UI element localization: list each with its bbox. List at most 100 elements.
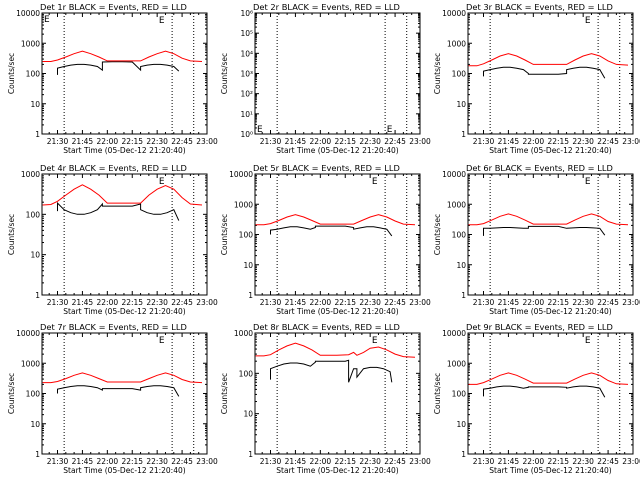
x-tick-label: 22:30 xyxy=(572,298,594,307)
plot-frame xyxy=(467,332,634,455)
y-tick-label: 1000 xyxy=(234,329,253,338)
y-axis-label: Counts/sec xyxy=(220,214,229,255)
x-tick-label: 22:45 xyxy=(171,298,193,307)
y-tick-label: 1 xyxy=(35,291,40,300)
events-series-line xyxy=(483,66,606,79)
y-tick-label: 1000 xyxy=(21,39,40,48)
x-tick-label: 22:45 xyxy=(597,137,619,146)
x-tick-label: 23:00 xyxy=(196,457,218,466)
y-tick-label: 10¹ xyxy=(240,110,253,119)
x-tick-label: 22:00 xyxy=(310,298,332,307)
x-tick-label: 21:45 xyxy=(498,137,520,146)
events-series-line xyxy=(57,61,180,75)
x-tick-label: 22:00 xyxy=(523,457,545,466)
y-tick-label: 10⁰ xyxy=(240,130,253,139)
chart-panel-8: Det 8r BLACK = Events, RED = LLD 1 10 100 10… xyxy=(220,322,431,475)
plot-frame xyxy=(254,173,421,296)
x-tick-label: 22:30 xyxy=(146,457,168,466)
chart-title: Det 1r BLACK = Events, RED = LLD xyxy=(40,2,187,12)
x-tick-label: 22:15 xyxy=(121,137,143,146)
y-tick-label: 10 xyxy=(456,420,466,429)
y-tick-label: 1000 xyxy=(234,200,253,209)
y-tick-label: 10³ xyxy=(240,70,253,79)
x-tick-label: 22:00 xyxy=(523,137,545,146)
x-axis-label: Start Time (05-Dec-12 21:20:40) xyxy=(63,146,185,155)
x-tick-label: 23:00 xyxy=(196,298,218,307)
y-tick-label: 1000 xyxy=(21,359,40,368)
x-tick-label: 21:45 xyxy=(285,457,307,466)
y-tick-label: 1 xyxy=(248,291,253,300)
event-marker-label: E xyxy=(159,16,165,26)
x-tick-label: 22:30 xyxy=(146,137,168,146)
x-tick-label: 22:15 xyxy=(334,457,356,466)
x-tick-label: 21:45 xyxy=(285,298,307,307)
x-axis-label: Start Time (05-Dec-12 21:20:40) xyxy=(276,146,398,155)
x-tick-label: 22:45 xyxy=(597,298,619,307)
x-tick-label: 22:45 xyxy=(171,137,193,146)
event-marker-label: E xyxy=(585,336,591,346)
x-tick-label: 21:45 xyxy=(498,298,520,307)
x-tick-label: 22:30 xyxy=(146,298,168,307)
y-tick-label: 10000 xyxy=(16,9,40,18)
x-tick-label: 21:30 xyxy=(260,457,282,466)
x-tick-label: 22:00 xyxy=(97,298,119,307)
x-tick-label: 22:30 xyxy=(572,457,594,466)
x-tick-label: 22:30 xyxy=(359,137,381,146)
chart-panel-5: Det 5r BLACK = Events, RED = LLD 1 10 100 10… xyxy=(220,163,431,316)
x-tick-label: 23:00 xyxy=(409,457,431,466)
x-tick-label: 22:45 xyxy=(384,298,406,307)
y-tick-label: 100 xyxy=(239,231,254,240)
y-tick-label: 100 xyxy=(26,70,41,79)
chart-panel-7: Det 7r BLACK = Events, RED = LLD 1 10 100 10… xyxy=(7,322,218,475)
lld-series-line xyxy=(468,213,629,226)
x-tick-label: 21:45 xyxy=(72,457,94,466)
x-tick-label: 23:00 xyxy=(196,137,218,146)
x-tick-label: 21:45 xyxy=(72,137,94,146)
y-tick-label: 100 xyxy=(452,70,467,79)
y-tick-label: 100 xyxy=(26,210,41,219)
plot-frame xyxy=(41,12,208,135)
y-tick-label: 1 xyxy=(35,450,40,459)
x-tick-label: 23:00 xyxy=(409,137,431,146)
lld-series-line xyxy=(42,372,203,384)
x-tick-label: 22:15 xyxy=(547,137,569,146)
events-series-line xyxy=(57,201,180,221)
x-tick-label: 22:15 xyxy=(334,137,356,146)
x-tick-label: 22:15 xyxy=(121,457,143,466)
event-marker-label: E xyxy=(372,336,378,346)
chart-title: Det 3r BLACK = Events, RED = LLD xyxy=(466,2,613,12)
y-tick-label: 1 xyxy=(461,291,466,300)
event-marker-label: E xyxy=(585,16,591,26)
chart-panel-3: Det 3r BLACK = Events, RED = LLD 1 10 100 10… xyxy=(433,2,640,155)
y-tick-label: 100 xyxy=(452,231,467,240)
chart-panel-2: Det 2r BLACK = Events, RED = LLD 10⁰ 10¹ 10… xyxy=(220,2,431,155)
x-axis-label: Start Time (05-Dec-12 21:20:40) xyxy=(489,466,611,475)
y-tick-label: 1000 xyxy=(21,170,40,179)
y-tick-label: 10⁴ xyxy=(240,49,253,58)
y-tick-label: 10 xyxy=(243,410,253,419)
y-tick-label: 10 xyxy=(456,261,466,270)
y-axis-label: Counts/sec xyxy=(433,214,442,255)
y-axis-label: Counts/sec xyxy=(7,373,16,414)
y-tick-label: 1 xyxy=(461,130,466,139)
y-tick-label: 100 xyxy=(26,390,41,399)
plot-frame xyxy=(254,12,421,135)
plot-frame xyxy=(467,12,634,135)
plot-frame xyxy=(467,173,634,296)
x-axis-label: Start Time (05-Dec-12 21:20:40) xyxy=(63,307,185,316)
y-tick-label: 10 xyxy=(30,420,40,429)
y-tick-label: 1 xyxy=(248,450,253,459)
event-marker-label: E xyxy=(585,177,591,187)
y-axis-label: Counts/sec xyxy=(7,53,16,94)
x-tick-label: 22:00 xyxy=(310,457,332,466)
y-tick-label: 10 xyxy=(456,100,466,109)
chart-title: Det 6r BLACK = Events, RED = LLD xyxy=(466,163,613,173)
lld-series-line xyxy=(255,214,416,226)
chart-title: Det 7r BLACK = Events, RED = LLD xyxy=(40,322,187,332)
chart-title: Det 9r BLACK = Events, RED = LLD xyxy=(466,322,613,332)
chart-panel-9: Det 9r BLACK = Events, RED = LLD 1 10 100 10… xyxy=(433,322,640,475)
y-axis-label: Counts/sec xyxy=(220,53,229,94)
lld-series-line xyxy=(42,184,203,206)
y-tick-label: 10⁵ xyxy=(240,29,253,38)
y-axis-label: Counts/sec xyxy=(7,214,16,255)
